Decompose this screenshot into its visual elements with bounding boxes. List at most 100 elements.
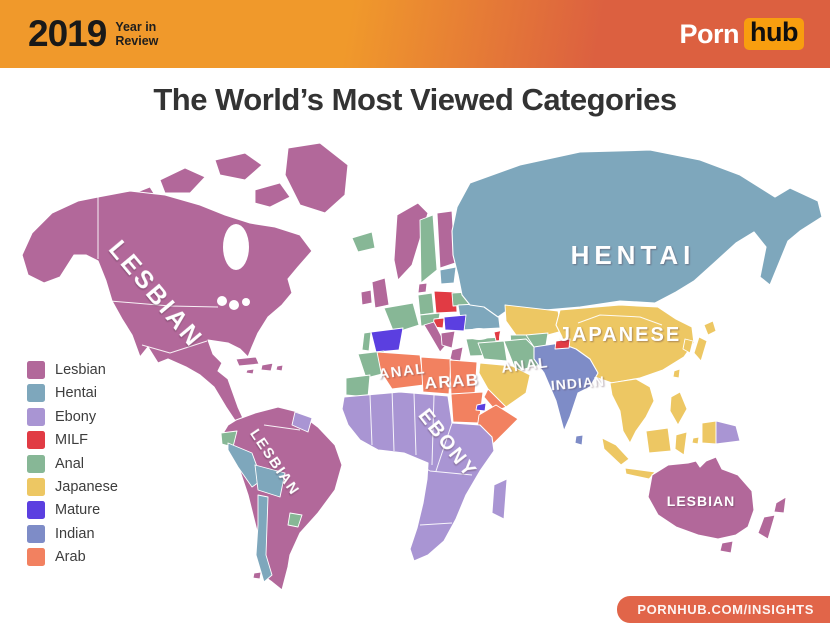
region-korea — [682, 338, 694, 354]
great-lake-3 — [242, 298, 250, 306]
region-tasmania — [719, 540, 734, 554]
map-label-japanese: JAPANESE — [559, 324, 681, 346]
legend-item-hentai: Hentai — [27, 384, 118, 403]
region-greenland — [284, 142, 349, 214]
border-mongolia — [577, 314, 663, 326]
black-sea — [467, 328, 491, 340]
region-new-zealand — [757, 496, 787, 540]
region-sweden — [419, 214, 438, 284]
insights-badge: PORNHUB.COM/INSIGHTS — [617, 596, 830, 623]
map-label-hentai: HENTAI — [571, 240, 696, 270]
region-saudi-arabia — [478, 362, 531, 408]
great-lake-2 — [229, 300, 239, 310]
legend-label: Lesbian — [55, 362, 106, 378]
logo-porn-text: Porn — [679, 18, 740, 49]
region-png-east — [715, 420, 741, 445]
region-germany — [417, 292, 435, 316]
region-arctic-islands — [129, 152, 291, 208]
region-philippines — [669, 391, 688, 426]
region-iraq-syria — [477, 340, 508, 362]
region-france — [383, 302, 420, 334]
legend-item-japanese: Japanese — [27, 477, 118, 496]
region-ireland — [360, 289, 373, 306]
region-japan — [693, 320, 717, 362]
page-title: The World’s Most Viewed Categories — [153, 82, 677, 117]
legend-swatch — [27, 384, 45, 403]
region-iceland — [351, 231, 376, 253]
border-us-mexico — [141, 340, 208, 354]
great-lake-1 — [217, 296, 227, 306]
region-peru — [227, 442, 263, 488]
legend-swatch — [27, 548, 45, 567]
region-taiwan — [672, 368, 681, 379]
region-eritrea — [475, 402, 487, 412]
year-in-review: 2019 Year in Review — [28, 13, 158, 55]
legend-item-ebony: Ebony — [27, 407, 118, 426]
category-legend: Lesbian Hentai Ebony MILF Anal Japanese … — [27, 361, 118, 567]
region-italy — [423, 321, 447, 353]
region-uruguay — [287, 512, 303, 528]
region-spain — [370, 327, 404, 353]
region-west-sahara — [345, 374, 371, 398]
legend-swatch — [27, 454, 45, 473]
region-sri-lanka — [574, 434, 584, 446]
legend-item-milf: MILF — [27, 431, 118, 450]
insights-url-text: PORNHUB.COM/INSIGHTS — [637, 602, 814, 617]
hudson-bay — [223, 224, 249, 270]
legend-item-arab: Arab — [27, 548, 118, 567]
region-chile — [255, 494, 273, 583]
map-label-indian: INDIAN — [550, 373, 605, 394]
map-label-arab: ARAB — [424, 370, 480, 393]
year-text: 2019 — [28, 13, 107, 54]
world-map-container: LESBIAN HENTAI JAPANESE ANAL ARAB ANAL I… — [0, 135, 830, 595]
map-label-anal-africa: ANAL — [377, 360, 426, 383]
region-caribbean — [235, 356, 284, 375]
pornhub-logo: Porn hub — [679, 17, 804, 50]
region-kashmir-nepal — [554, 338, 571, 350]
region-south-america — [221, 406, 343, 591]
region-denmark — [417, 282, 428, 294]
legend-label: Ebony — [55, 408, 97, 425]
legend-label: Japanese — [55, 478, 118, 495]
legend-label: Anal — [55, 455, 85, 472]
region-russia — [451, 149, 823, 318]
world-map: LESBIAN HENTAI JAPANESE ANAL ARAB ANAL I… — [21, 142, 823, 591]
region-algeria — [376, 351, 425, 390]
region-portugal — [361, 331, 372, 352]
region-libya — [420, 356, 452, 395]
region-png-west — [701, 420, 717, 445]
region-australia — [647, 456, 755, 540]
region-falklands — [252, 571, 262, 580]
region-guyanas — [291, 411, 313, 433]
legend-item-indian: Indian — [27, 524, 118, 543]
legend-label: Hentai — [55, 385, 97, 402]
legend-swatch — [27, 477, 45, 496]
africa-internal-borders — [369, 388, 473, 526]
legend-swatch — [27, 407, 45, 426]
region-sub-saharan-africa — [341, 391, 495, 562]
legend-label: Arab — [55, 549, 86, 566]
legend-item-mature: Mature — [27, 501, 118, 520]
legend-label: Indian — [55, 525, 95, 542]
region-romania — [443, 314, 467, 332]
region-indonesia — [601, 427, 700, 480]
region-southeast-asia — [609, 378, 655, 444]
logo-hub-badge: hub — [744, 17, 804, 50]
top-banner: 2019 Year in Review Porn hub — [0, 0, 830, 68]
region-balkans — [440, 330, 456, 349]
legend-label: MILF — [55, 432, 89, 449]
region-norway — [393, 202, 429, 281]
map-label-anal-mideast: ANAL — [500, 354, 549, 377]
region-india — [533, 342, 599, 432]
map-label-lesbian-au: LESBIAN — [667, 493, 735, 509]
legend-item-anal: Anal — [27, 454, 118, 473]
legend-swatch — [27, 524, 45, 543]
region-estonia-baltics — [439, 266, 457, 285]
legend-swatch — [27, 431, 45, 450]
region-uk — [371, 277, 390, 309]
region-madagascar — [491, 478, 508, 520]
legend-item-lesbian: Lesbian — [27, 361, 118, 379]
border-us-canada — [109, 300, 219, 308]
legend-swatch — [27, 361, 45, 379]
